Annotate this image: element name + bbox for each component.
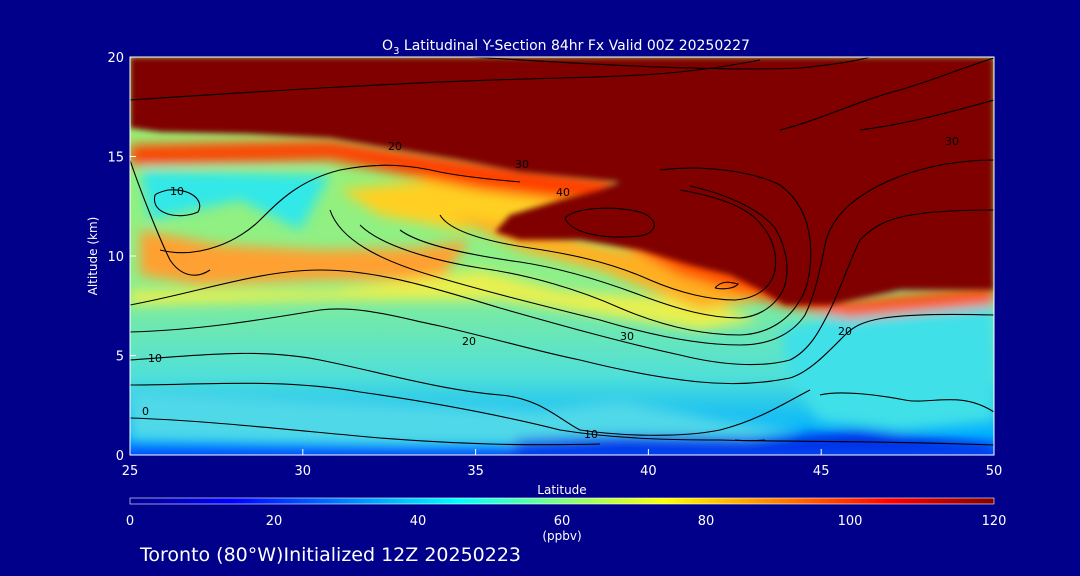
x-tick-label: 40	[640, 464, 657, 479]
contour-label-20a: 20	[462, 335, 476, 348]
contour-label-20b: 20	[388, 140, 402, 153]
contour-label-0: 0	[142, 405, 149, 418]
y-axis: 0 5 10 15 20	[107, 51, 136, 464]
y-tick-label: 5	[116, 350, 124, 365]
x-tick-label: 30	[295, 464, 312, 479]
colorbar-tick-label: 0	[126, 514, 134, 529]
contour-label-20c: 20	[838, 325, 852, 338]
colorbar-tick-label: 40	[410, 514, 427, 529]
colorbar-tick-label: 100	[838, 514, 863, 529]
colorbar-unit: (ppbv)	[542, 529, 581, 543]
x-axis-title: Latitude	[537, 483, 586, 497]
contour-label-10a: 10	[148, 352, 162, 365]
y-tick-label: 10	[107, 250, 124, 265]
colorbar-tick-label: 120	[982, 514, 1007, 529]
contour-label-30b: 30	[515, 158, 529, 171]
x-tick-label: 25	[122, 464, 139, 479]
colorbar-tick-label: 60	[554, 514, 571, 529]
colorbar-tick-label: 20	[266, 514, 283, 529]
contour-lines	[130, 57, 994, 446]
x-tick-label: 35	[467, 464, 484, 479]
colorbar	[129, 497, 995, 505]
footer-caption: Toronto (80°W)Initialized 12Z 20250223	[139, 544, 521, 566]
colorbar-tick-label: 80	[698, 514, 715, 529]
contour-labels: 0 10 10 10 20 20 20 30 30 30 40	[142, 135, 959, 441]
chart-title: O3 Latitudinal Y-Section 84hr Fx Valid 0…	[382, 38, 750, 57]
contour-label-10b: 10	[170, 185, 184, 198]
y-tick-label: 15	[107, 151, 124, 166]
x-axis: 25 30 35 40 45 50	[122, 449, 1003, 479]
contour-label-40: 40	[556, 186, 570, 199]
x-tick-label: 50	[986, 464, 1003, 479]
x-tick-label: 45	[813, 464, 830, 479]
y-tick-label: 20	[107, 51, 124, 66]
y-tick-label: 0	[116, 449, 124, 464]
contour-label-10c: 10	[584, 428, 598, 441]
contour-label-30c: 30	[945, 135, 959, 148]
contour-label-30a: 30	[620, 330, 634, 343]
colorbar-ticks: 0 20 40 60 80 100 120	[126, 514, 1007, 529]
y-axis-title: Altitude (km)	[86, 217, 100, 296]
ozone-field: 0 10 10 10 20 20 20 30 30 30 40	[130, 57, 994, 455]
